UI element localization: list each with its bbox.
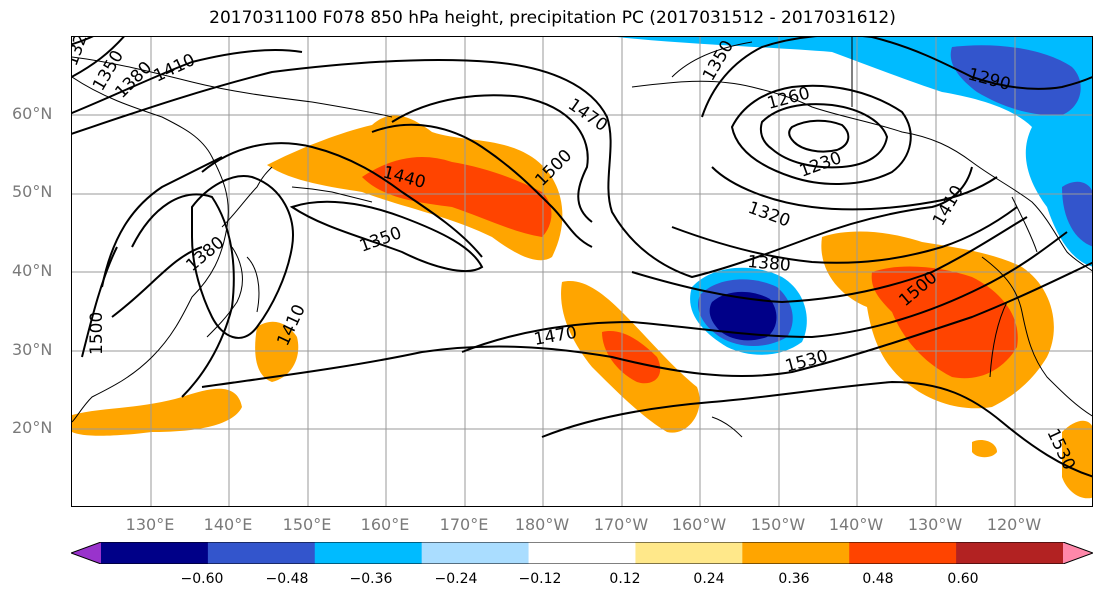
lon-label-160w: 160°W — [671, 515, 727, 534]
contour-label-1350-east: 1350 — [699, 37, 738, 84]
lon-label-140e: 140°E — [203, 515, 253, 534]
colorbar-tick: 0.60 — [947, 571, 979, 587]
colorbar-segment — [101, 542, 209, 564]
lon-label-160e: 160°E — [360, 515, 410, 534]
colorbar-tick: 0.12 — [609, 571, 641, 587]
lon-label-130e: 130°E — [125, 515, 175, 534]
map-area[interactable]: 1320 1350 1380 1410 1470 1500 1440 1350 … — [71, 36, 1093, 507]
contour-label-1470: 1470 — [564, 95, 611, 136]
colorbar-extend-low — [71, 542, 101, 564]
colorbar-tick: 0.24 — [693, 571, 725, 587]
lon-label-140w: 140°W — [828, 515, 884, 534]
lat-label-60n: 60°N — [12, 104, 53, 123]
lon-label-150e: 150°E — [282, 515, 332, 534]
colorbar-extend-high — [1063, 542, 1093, 564]
colorbar-tick: −0.24 — [434, 571, 478, 587]
contour-label-1260: 1260 — [765, 83, 812, 114]
colorbar-segment — [956, 542, 1064, 564]
lon-label-150w: 150°W — [750, 515, 806, 534]
contour-label-1470-south: 1470 — [532, 323, 578, 350]
colorbar-segment — [314, 542, 423, 564]
colorbar-tick: −0.60 — [180, 571, 224, 587]
lat-label-50n: 50°N — [12, 182, 53, 201]
precip-negative-shading — [617, 37, 1092, 355]
contour-label-1410: 1410 — [151, 50, 199, 86]
colorbar-segment — [207, 542, 316, 564]
colorbar-tick: 0.36 — [778, 571, 810, 587]
contour-label-1380-west: 1380 — [182, 233, 228, 276]
lon-label-130w: 130°W — [907, 515, 963, 534]
lat-lon-grid — [72, 37, 1092, 506]
lon-label-170e: 170°E — [439, 515, 489, 534]
map-canvas: 1320 1350 1380 1410 1470 1500 1440 1350 … — [72, 37, 1092, 506]
colorbar-segment — [849, 542, 957, 564]
map-title: 2017031100 F078 850 hPa height, precipit… — [209, 8, 896, 28]
colorbar-segment — [528, 542, 636, 564]
colorbar-segment — [421, 542, 530, 564]
lon-label-120w: 120°W — [986, 515, 1042, 534]
lat-label-30n: 30°N — [12, 340, 53, 359]
contour-label-1230: 1230 — [797, 148, 844, 182]
colorbar-segment — [635, 542, 743, 564]
colorbar-tick: −0.48 — [265, 571, 309, 587]
colorbar-tick: −0.36 — [349, 571, 393, 587]
height-contours — [72, 37, 1092, 478]
colorbar-tick: −0.12 — [518, 571, 562, 587]
contour-label-1380-east: 1380 — [747, 252, 792, 276]
lat-label-20n: 20°N — [12, 418, 53, 437]
contour-label-1350-west: 1350 — [357, 223, 404, 257]
lon-label-170w: 170°W — [593, 515, 649, 534]
colorbar-segment — [742, 542, 850, 564]
colorbar-tick: 0.48 — [862, 571, 894, 587]
contour-label-1500-west: 1500 — [87, 312, 107, 355]
coastlines — [72, 37, 1092, 438]
lat-label-40n: 40°N — [12, 261, 53, 280]
colorbar — [71, 542, 1093, 564]
lon-label-180w: 180°W — [514, 515, 570, 534]
